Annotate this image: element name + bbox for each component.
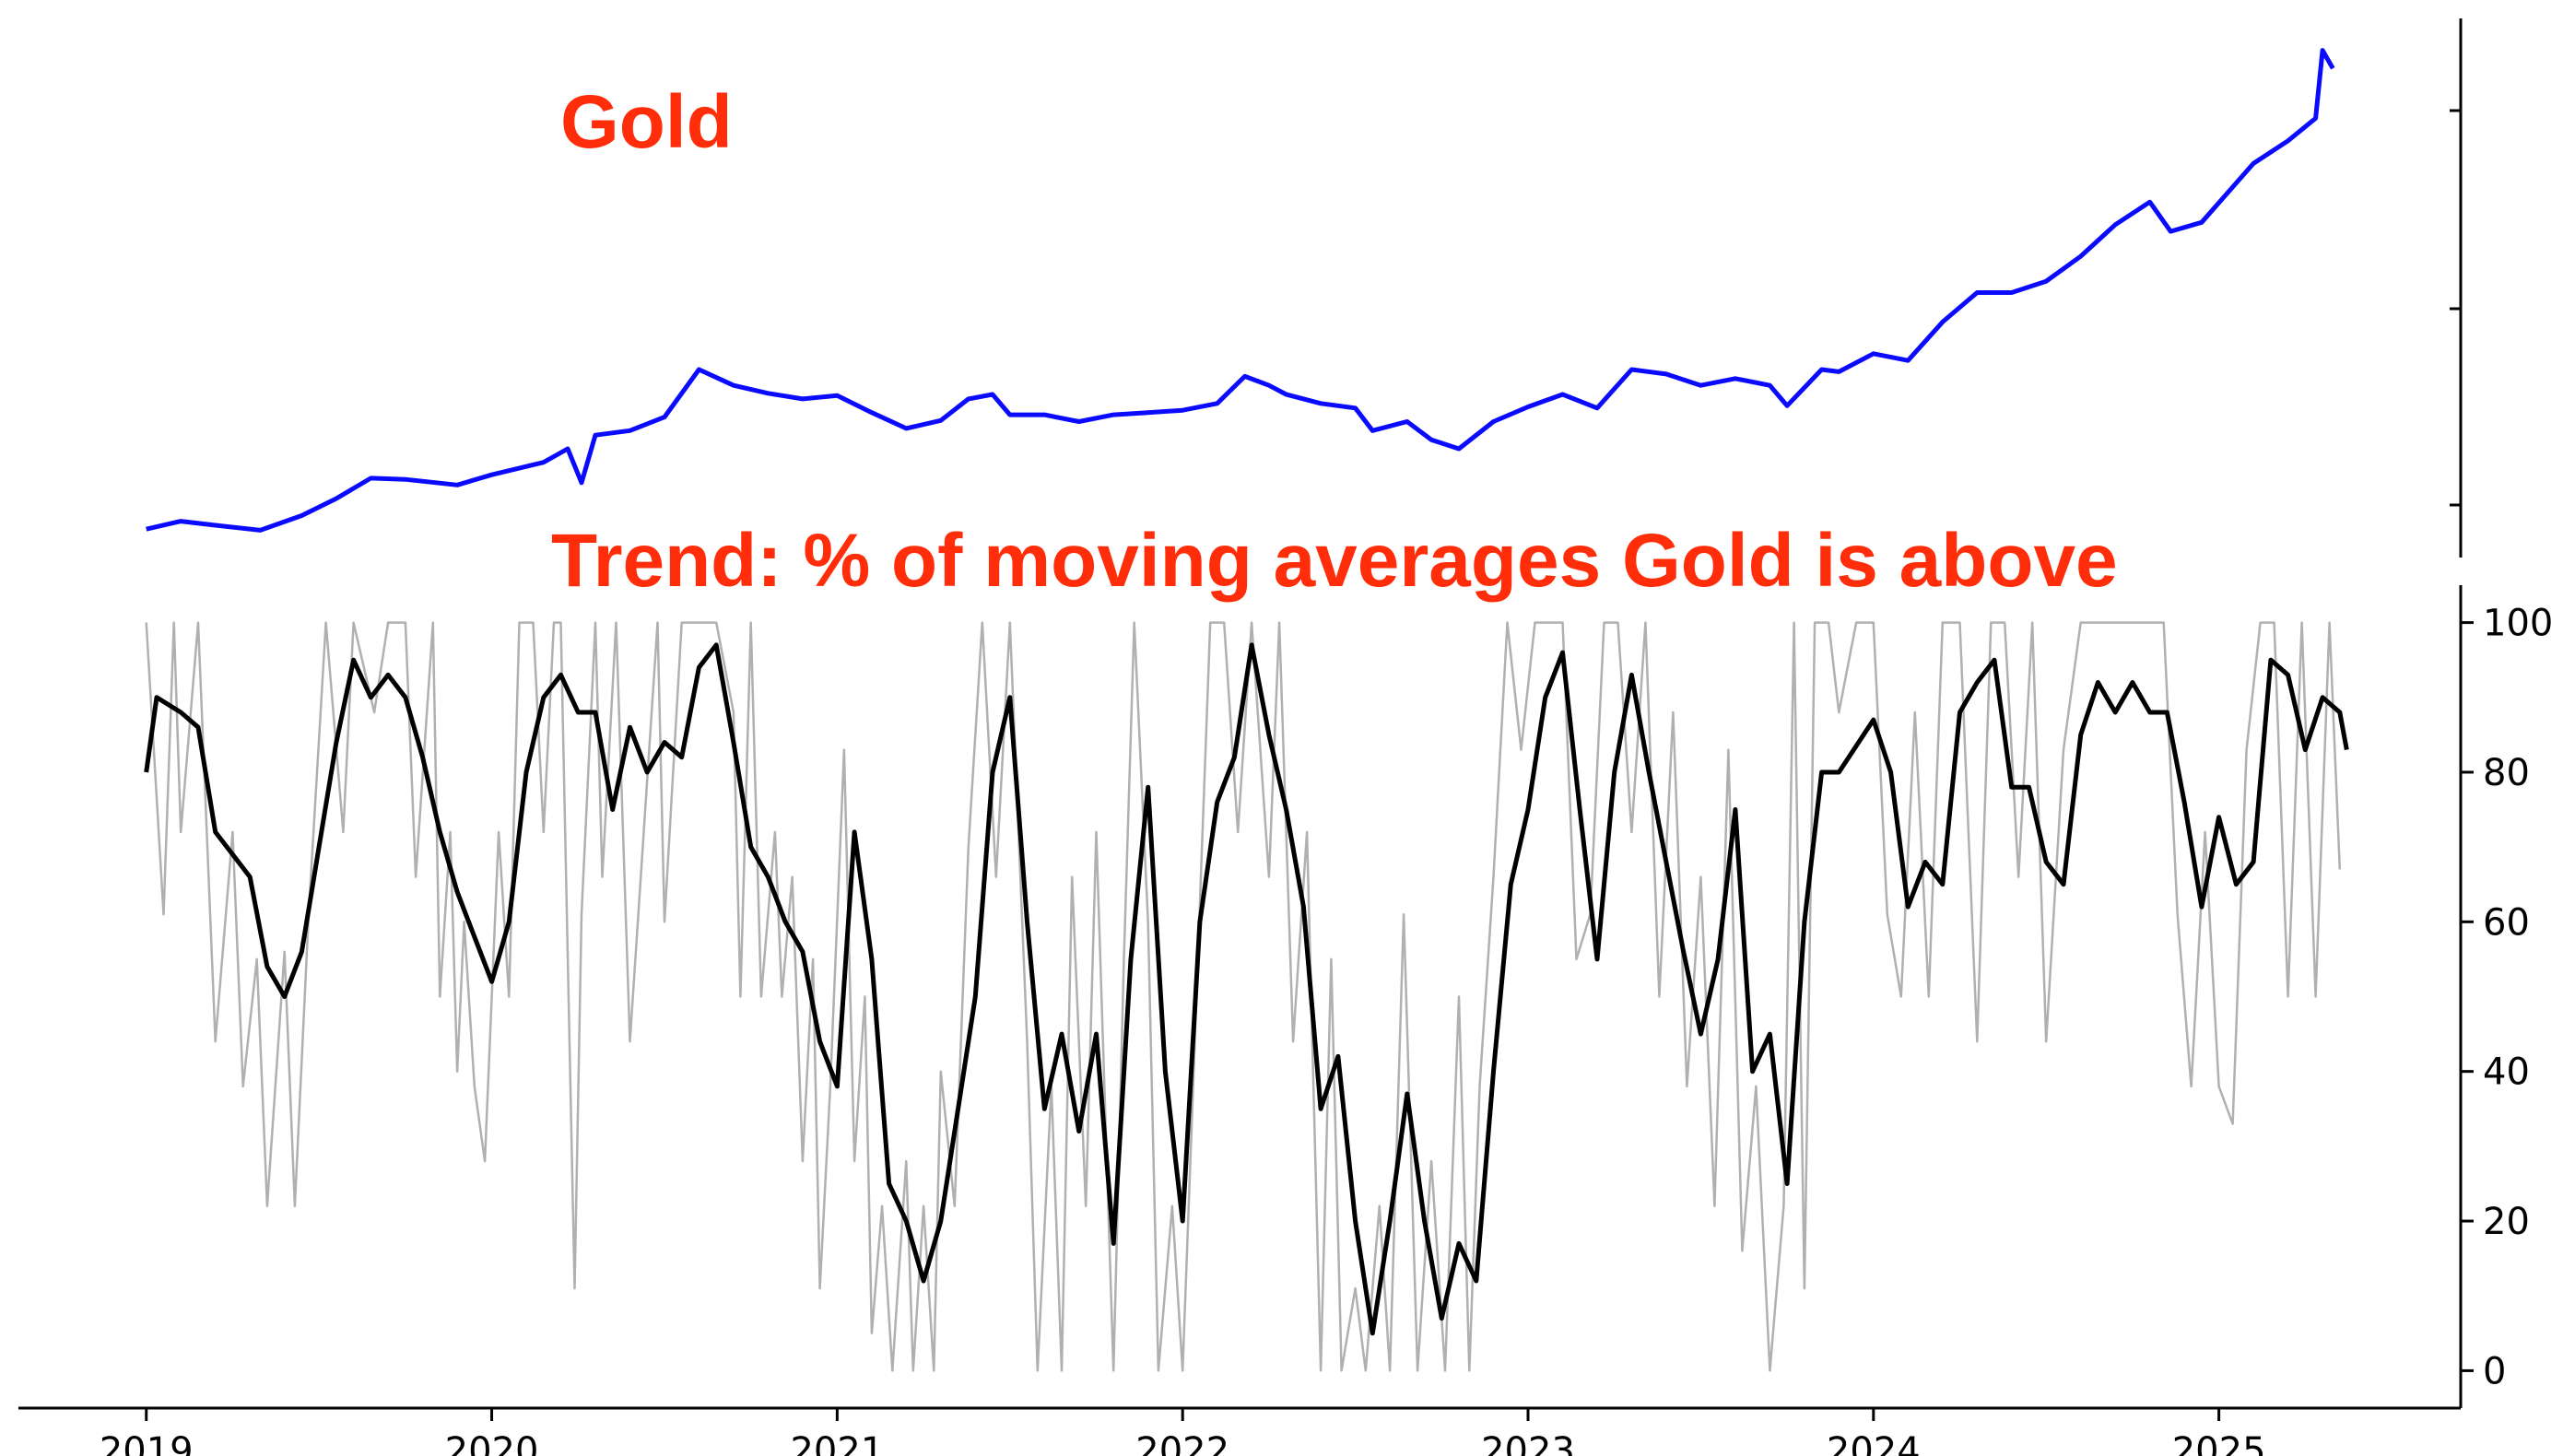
x-tick-label: 2023 [1481, 1430, 1575, 1456]
x-tick-label: 2024 [1827, 1430, 1921, 1456]
x-tick-label: 2021 [790, 1430, 884, 1456]
gold-price-panel: Gold [146, 18, 2463, 558]
y-tick-label: 40 [2483, 1051, 2530, 1094]
y-tick-label: 100 [2483, 603, 2553, 645]
trend-panel: Trend: % of moving averages Gold is abov… [18, 519, 2553, 1456]
y-tick-label: 0 [2483, 1350, 2506, 1392]
y-axis-ticks: 0 20 40 60 80 100 [2461, 603, 2553, 1392]
y-tick-label: 20 [2483, 1201, 2530, 1243]
x-tick-label: 2020 [445, 1430, 539, 1456]
trend-title: Trend: % of moving averages Gold is abov… [551, 519, 2118, 603]
smoothed-trend-line [144, 642, 2349, 1336]
y-tick-label: 60 [2483, 901, 2530, 944]
gold-title: Gold [560, 80, 733, 164]
y-tick-label: 80 [2483, 752, 2530, 794]
x-axis-ticks: 2019 2020 2021 2022 2023 2024 2025 [100, 1408, 2266, 1456]
x-tick-label: 2025 [2172, 1430, 2266, 1456]
x-tick-label: 2022 [1135, 1430, 1229, 1456]
x-tick-label: 2019 [100, 1430, 194, 1456]
gold-price-line [146, 48, 2335, 533]
